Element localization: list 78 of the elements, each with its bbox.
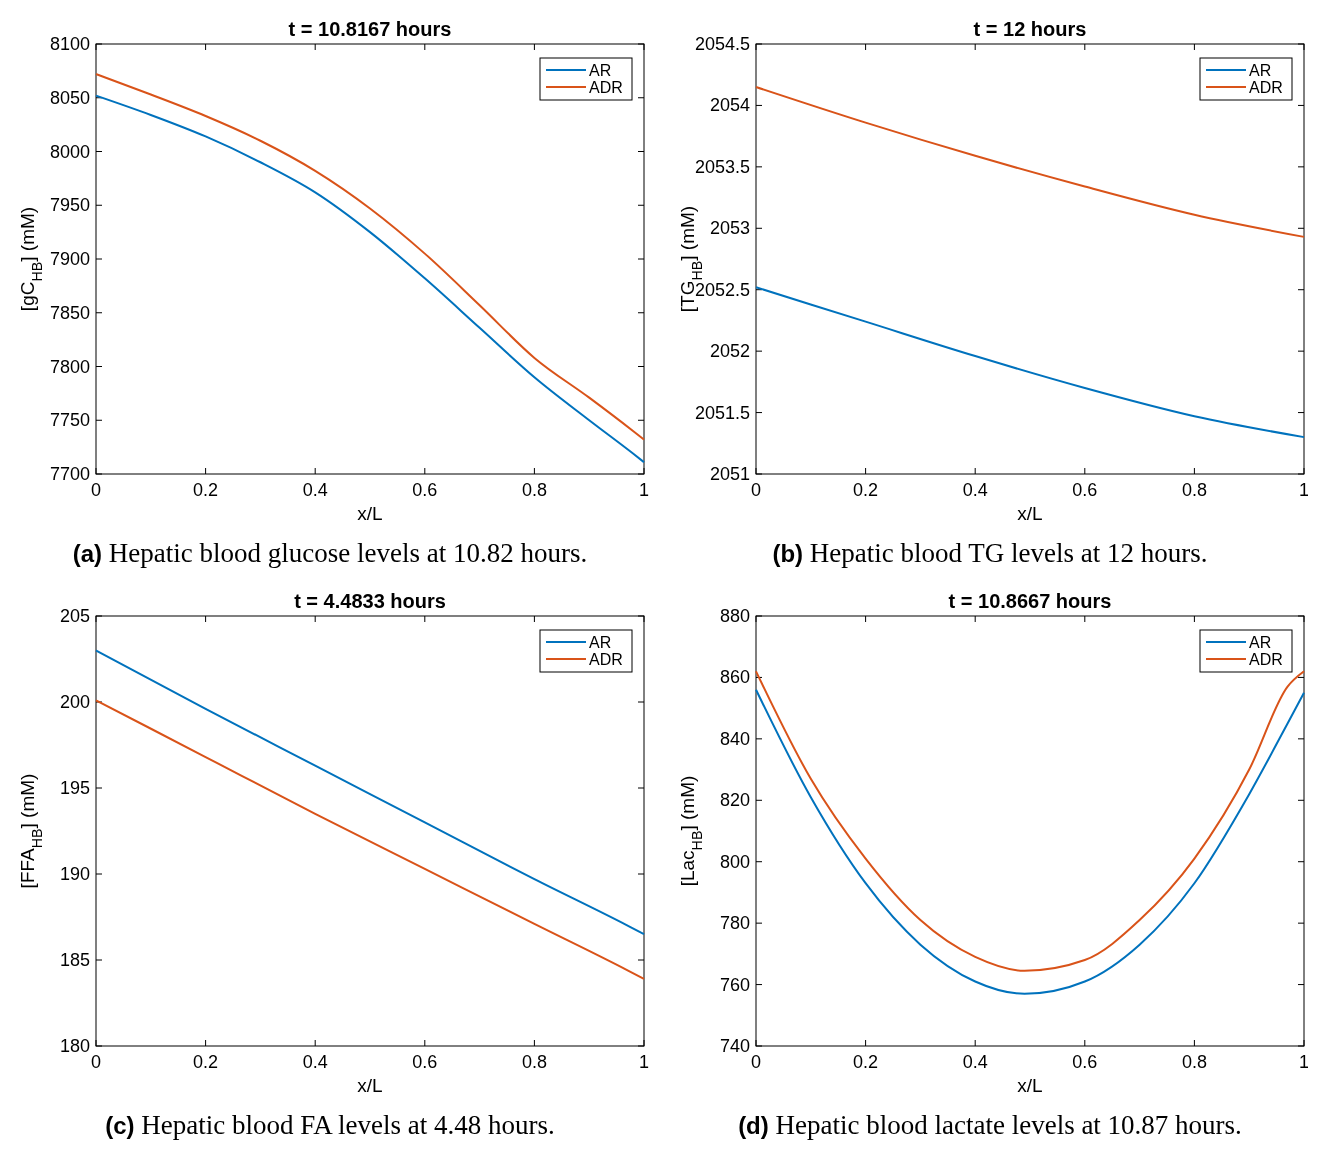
x-tick-label: 0 [750,480,762,500]
y-tick-label: 2052.5 [694,279,750,300]
y-tick-label: 780 [719,913,750,934]
y-tick-label: 185 [59,950,90,970]
legend-label: AR [589,62,612,79]
y-tick-label: 195 [59,778,90,798]
legend-label: ADR [589,651,623,668]
x-tick-label: 0.2 [193,1052,219,1072]
y-tick-label: 2052 [709,341,750,362]
x-axis-title: x/L [357,503,383,524]
x-tick-label: 0.6 [412,1052,438,1072]
x-tick-label: 0.6 [1072,1052,1098,1072]
text: (a) Hepatic blood glucose levels at 10.82 hours. [72,538,588,568]
text: (c) Hepatic blood FA levels at 4.48 hours. [105,1110,555,1140]
y-tick-label: 7750 [49,410,90,431]
y-tick-label: 8100 [49,34,90,54]
y-tick-label: 8000 [49,141,90,162]
y-tick-label: 880 [719,606,750,626]
y-tick-label: 760 [719,974,750,995]
x-tick-label: 0.4 [962,1052,988,1072]
text: (b) Hepatic blood TG levels at 12 hours. [772,538,1208,568]
chart-title: t = 10.8667 hours [948,590,1112,612]
x-tick-label: 0.8 [521,480,547,500]
x-tick-label: 0 [750,1052,762,1072]
y-tick-label: 2053.5 [694,156,750,177]
y-tick-label: 7900 [49,249,90,269]
x-axis-title: x/L [1017,1075,1043,1096]
chart-title: t = 4.4833 hours [294,590,446,612]
legend-label: ADR [1249,651,1283,668]
x-tick-label: 1 [638,1052,650,1072]
legend-label: ADR [1249,79,1283,96]
text: (d) Hepatic blood lactate levels at 10.87 hours. [738,1110,1242,1140]
y-tick-label: 800 [719,851,750,872]
y-tick-label: 820 [719,790,750,811]
line-series [755,286,1305,439]
x-tick-label: 1 [1298,1052,1310,1072]
x-axis-title: x/L [357,1075,383,1096]
y-tick-label: 2053 [709,218,750,239]
y-tick-label: 2054.5 [694,34,750,54]
y-tick-label: 740 [719,1036,750,1056]
x-tick-label: 0.6 [1072,480,1098,500]
legend-label: ADR [589,79,623,96]
legend-label: AR [589,634,612,651]
x-tick-label: 1 [638,480,650,500]
x-tick-label: 0 [90,1052,102,1072]
y-tick-label: 7950 [49,195,90,216]
y-tick-label: 860 [719,667,750,688]
x-tick-label: 0.2 [853,480,879,500]
x-tick-label: 0.6 [412,480,438,500]
x-tick-label: 0.4 [962,480,988,500]
line-series [95,649,645,936]
x-tick-label: 0 [90,480,102,500]
y-tick-label: 7700 [49,464,90,484]
y-tick-label: 180 [59,1036,90,1056]
x-tick-label: 0.2 [853,1052,879,1072]
x-tick-label: 0.8 [521,1052,547,1072]
y-tick-label: 2054 [709,95,750,116]
y-tick-label: 2051.5 [694,402,750,423]
x-tick-label: 0.4 [302,1052,328,1072]
x-tick-label: 0.8 [1181,1052,1207,1072]
x-tick-label: 0.4 [302,480,328,500]
y-tick-label: 205 [59,606,90,626]
y-tick-label: 8050 [49,87,90,108]
y-tick-label: 190 [59,864,90,884]
legend-label: AR [1249,62,1272,79]
x-tick-label: 0.8 [1181,480,1207,500]
y-tick-label: 200 [59,692,90,712]
chart-title: t = 10.8167 hours [288,18,452,40]
y-tick-label: 840 [719,728,750,749]
chart-title: t = 12 hours [973,18,1087,40]
line-series [95,699,645,980]
y-tick-label: 7850 [49,302,90,323]
x-axis-title: x/L [1017,503,1043,524]
x-tick-label: 0.2 [193,480,219,500]
legend-label: AR [1249,634,1272,651]
y-tick-label: 7800 [49,356,90,377]
y-tick-label: 2051 [709,464,750,484]
x-tick-label: 1 [1298,480,1310,500]
